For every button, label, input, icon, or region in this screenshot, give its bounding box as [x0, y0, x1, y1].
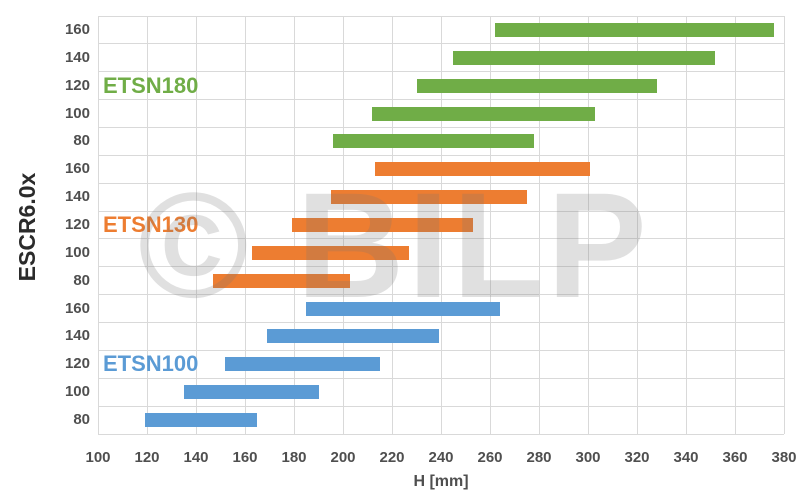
bar-ETSN180-140 [453, 50, 716, 65]
gridline-horizontal [98, 43, 784, 45]
bar-ETSN100-160 [306, 301, 500, 316]
x-tick-label: 180 [281, 449, 307, 466]
bar-ETSN180-80 [333, 134, 535, 149]
x-tick-label: 360 [722, 449, 748, 466]
y-category-label: 80 [73, 271, 90, 289]
bar-ETSN100-120 [225, 357, 380, 372]
y-category-label: 160 [64, 160, 90, 178]
gridline-horizontal [98, 349, 784, 351]
y-category-label: 100 [64, 383, 90, 401]
series-label-ETSN180: ETSN180 [103, 72, 199, 98]
y-category-label: 80 [73, 132, 90, 150]
y-category-label: 160 [64, 299, 90, 317]
gridline-vertical [734, 16, 736, 434]
series-label-ETSN100: ETSN100 [103, 351, 199, 377]
y-category-label: 120 [64, 76, 90, 94]
gridline-horizontal [98, 154, 784, 156]
gridline-vertical [489, 16, 491, 434]
gridline-horizontal [98, 15, 784, 17]
x-tick-label: 300 [575, 449, 601, 466]
y-category-label: 140 [64, 327, 90, 345]
gridline-horizontal [98, 266, 784, 268]
gridline-horizontal [98, 210, 784, 212]
gridline-vertical [636, 16, 638, 434]
bar-ETSN180-160 [494, 22, 775, 37]
y-category-label: 160 [64, 20, 90, 38]
gridline-vertical [783, 16, 785, 434]
y-category-label: 140 [64, 48, 90, 66]
x-tick-label: 340 [673, 449, 699, 466]
y-category-label: 100 [64, 243, 90, 261]
gridline-vertical [587, 16, 589, 434]
gridline-vertical [97, 16, 99, 434]
gridline-horizontal [98, 322, 784, 324]
gridline-vertical [244, 16, 246, 434]
bar-ETSN130-100 [252, 245, 410, 260]
gridline-vertical [538, 16, 540, 434]
gridline-horizontal [98, 99, 784, 101]
y-category-label: 120 [64, 355, 90, 373]
gridline-horizontal [98, 182, 784, 184]
gridline-horizontal [98, 377, 784, 379]
y-category-label: 80 [73, 411, 90, 429]
gridline-horizontal [98, 71, 784, 73]
y-category-label: 100 [64, 104, 90, 122]
x-tick-label: 120 [134, 449, 160, 466]
x-tick-label: 240 [428, 449, 454, 466]
x-tick-label: 220 [379, 449, 405, 466]
gridline-horizontal [98, 238, 784, 240]
gridline-vertical [146, 16, 148, 434]
y-category-label: 120 [64, 216, 90, 233]
y-category-label: 140 [64, 188, 90, 206]
x-axis-title: H [mm] [413, 473, 469, 490]
gridline-vertical [195, 16, 197, 434]
bar-ETSN130-120 [291, 218, 473, 232]
bar-ETSN130-140 [330, 190, 527, 205]
x-tick-label: 380 [771, 449, 797, 466]
bar-ETSN100-140 [267, 329, 439, 344]
bar-ETSN100-100 [183, 385, 319, 400]
gridline-horizontal [98, 405, 784, 407]
gridline-horizontal [98, 126, 784, 128]
bar-ETSN100-80 [144, 413, 258, 428]
bar-ETSN180-100 [372, 106, 596, 121]
gridline-horizontal [98, 433, 784, 435]
x-tick-label: 200 [330, 449, 356, 466]
series-label-ETSN130: ETSN130 [103, 212, 199, 237]
x-tick-label: 260 [477, 449, 503, 466]
gridline-horizontal [98, 294, 784, 296]
x-tick-label: 140 [183, 449, 209, 466]
x-tick-label: 320 [624, 449, 650, 466]
bar-ETSN130-80 [213, 273, 351, 288]
gridline-vertical [685, 16, 687, 434]
x-tick-label: 160 [232, 449, 258, 466]
y-axis-title: ESCR6.0x [14, 172, 40, 282]
x-tick-label: 280 [526, 449, 552, 466]
x-tick-label: 100 [85, 449, 111, 466]
bar-ETSN130-160 [374, 162, 591, 177]
bar-ETSN180-120 [416, 78, 657, 93]
